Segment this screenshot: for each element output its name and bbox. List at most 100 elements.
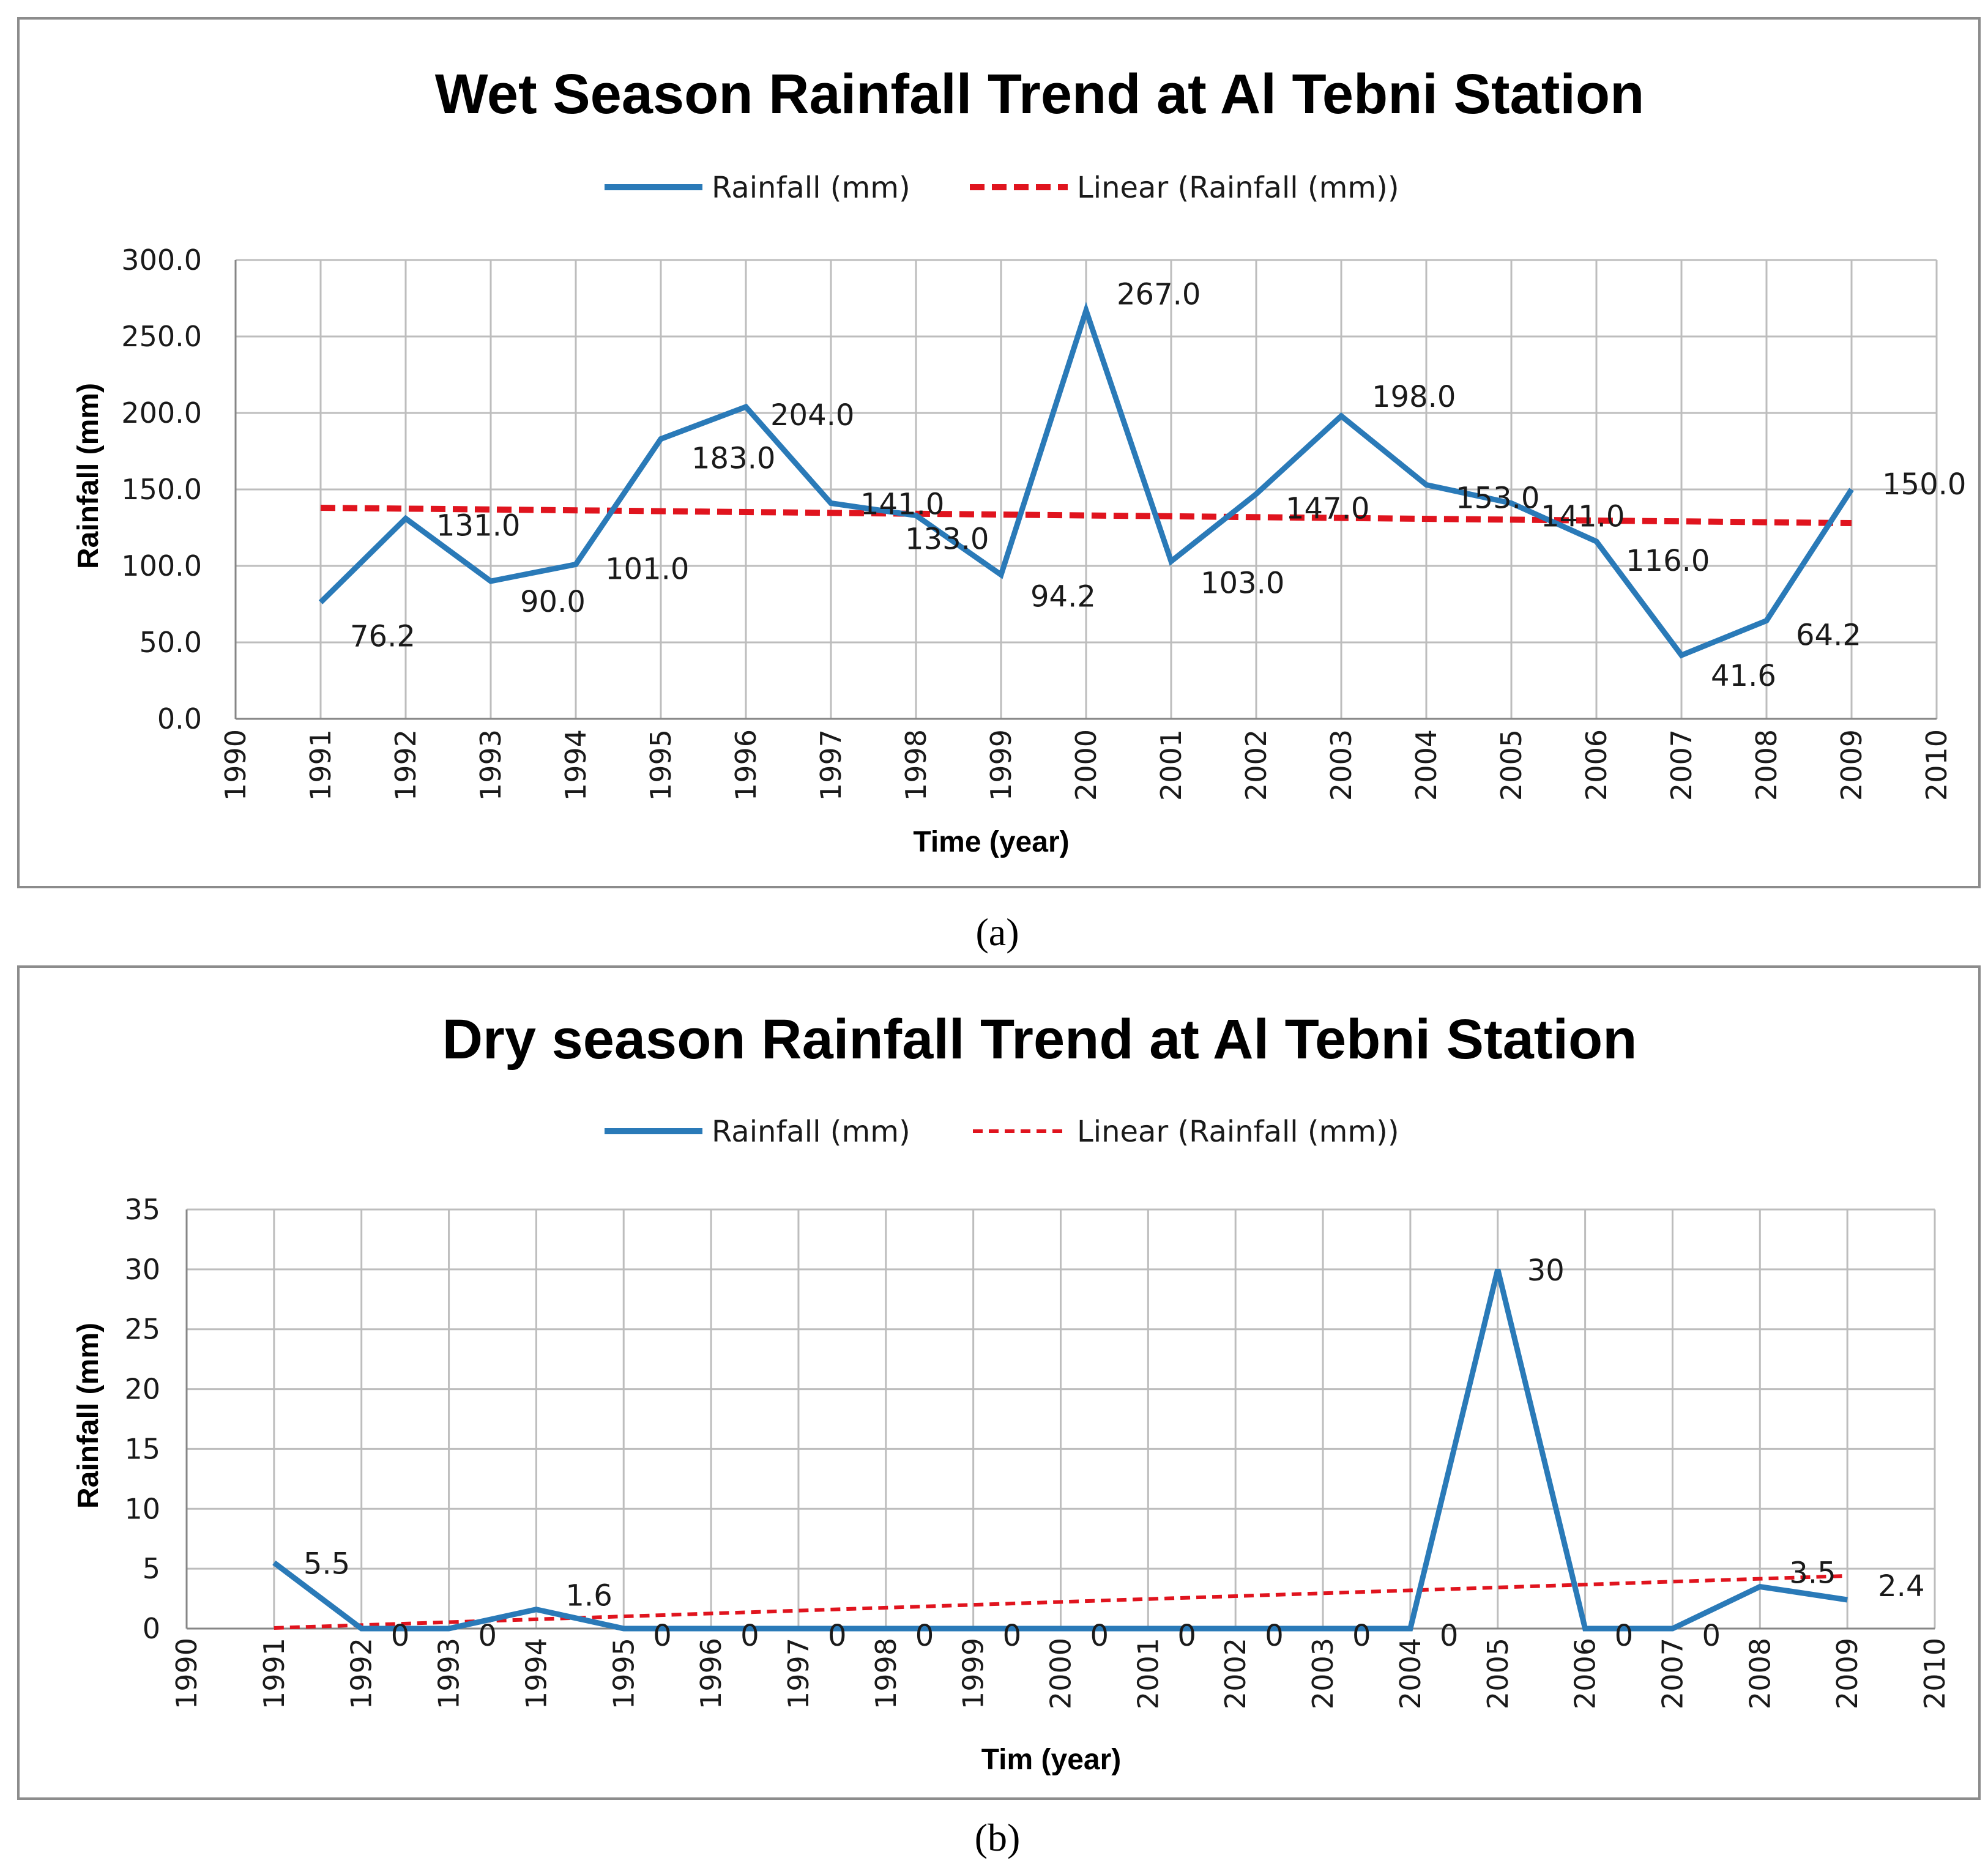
- dry-data-label-2009: 2.4: [1878, 1569, 1924, 1603]
- wet-x-tick-1997: 1997: [814, 729, 847, 801]
- dry-y-tick-2: 10: [124, 1492, 160, 1525]
- dry-data-label-2000: 0: [1090, 1619, 1109, 1653]
- wet-data-label-1991: 76.2: [350, 620, 415, 654]
- wet-legend: Rainfall (mm) Linear (Rainfall (mm)): [605, 171, 1399, 205]
- wet-data-label-1996: 204.0: [770, 398, 854, 433]
- dry-y-tick-1: 5: [143, 1552, 160, 1585]
- dry-x-tick-1993: 1993: [433, 1638, 466, 1709]
- dry-data-label-2004: 0: [1440, 1619, 1459, 1653]
- dry-y-tick-5: 25: [124, 1313, 160, 1346]
- dry-data-label-2007: 0: [1702, 1619, 1721, 1653]
- wet-x-tick-2001: 2001: [1155, 729, 1188, 801]
- dry-legend: Rainfall (mm) Linear (Rainfall (mm)): [605, 1115, 1399, 1149]
- wet-x-tick-2010: 2010: [1920, 729, 1953, 801]
- wet-x-tick-labels: 1990 1991 1992 1993 1994 1995 1996 1997 1998 1999…: [219, 729, 1953, 801]
- wet-y-tick-2: 100.0: [121, 549, 202, 582]
- dry-x-tick-2005: 2005: [1481, 1638, 1514, 1709]
- dry-x-tick-1996: 1996: [694, 1638, 728, 1709]
- dry-y-tick-7: 35: [124, 1193, 160, 1226]
- wet-y-tick-labels: 0.0 50.0 100.0 150.0 200.0 250.0 300.0: [121, 243, 202, 735]
- dry-chart-title: Dry season Rainfall Trend at Al Tebni St…: [442, 1008, 1637, 1071]
- wet-data-label-1999: 94.2: [1030, 580, 1096, 614]
- wet-data-label-1994: 101.0: [605, 552, 689, 587]
- dry-data-label-1998: 0: [915, 1619, 934, 1653]
- wet-x-tick-1995: 1995: [644, 729, 677, 801]
- wet-data-label-2000: 267.0: [1117, 278, 1201, 312]
- wet-x-tick-1994: 1994: [559, 729, 592, 801]
- dry-y-tick-6: 30: [124, 1253, 160, 1286]
- wet-data-label-2008: 64.2: [1796, 619, 1861, 653]
- wet-data-label-2007: 41.6: [1711, 659, 1776, 693]
- wet-grid: [234, 259, 1938, 720]
- dry-grid: [185, 1208, 1936, 1630]
- dry-rainfall-series: [272, 1268, 1848, 1632]
- dry-legend-rainfall-label: Rainfall (mm): [712, 1115, 910, 1149]
- dry-x-tick-1992: 1992: [345, 1638, 378, 1709]
- wet-y-tick-5: 250.0: [121, 320, 202, 353]
- wet-data-label-2002: 147.0: [1286, 492, 1369, 526]
- dry-x-tick-2004: 2004: [1394, 1638, 1427, 1709]
- dry-season-chart: Dry season Rainfall Trend at Al Tebni St…: [17, 965, 1981, 1800]
- wet-x-tick-1990: 1990: [219, 729, 252, 801]
- wet-x-tick-2006: 2006: [1580, 729, 1613, 801]
- dry-x-tick-2010: 2010: [1918, 1638, 1951, 1709]
- dry-data-label-2001: 0: [1177, 1619, 1196, 1653]
- wet-y-tick-1: 50.0: [140, 626, 202, 659]
- wet-y-tick-4: 200.0: [121, 396, 202, 429]
- dry-y-tick-4: 20: [124, 1373, 160, 1406]
- wet-data-labels: 76.2131.090.0101.0183.0204.0141.0133.094…: [350, 278, 1966, 694]
- dry-x-tick-1997: 1997: [782, 1638, 815, 1709]
- dry-data-label-1993: 0: [478, 1619, 497, 1653]
- wet-legend-rainfall-label: Rainfall (mm): [712, 171, 910, 205]
- wet-data-label-2001: 103.0: [1201, 567, 1284, 601]
- wet-legend-linear-label: Linear (Rainfall (mm)): [1077, 171, 1399, 205]
- wet-x-tick-1991: 1991: [304, 729, 337, 801]
- wet-x-axis-label: Time (year): [913, 826, 1069, 858]
- dry-linear-trend: [274, 1574, 1848, 1630]
- wet-data-label-1992: 131.0: [436, 509, 520, 543]
- wet-data-label-1995: 183.0: [691, 442, 775, 476]
- panel-label-a: (a): [975, 910, 1019, 954]
- dry-data-label-1994: 1.6: [565, 1579, 612, 1613]
- wet-x-tick-1993: 1993: [474, 729, 507, 801]
- wet-data-label-1997: 141.0: [860, 488, 944, 522]
- wet-x-tick-2002: 2002: [1240, 729, 1273, 801]
- dry-x-axis-label: Tim (year): [981, 1744, 1122, 1776]
- dry-x-tick-1991: 1991: [258, 1638, 291, 1709]
- dry-trend-line: [274, 1574, 1848, 1630]
- dry-x-tick-1994: 1994: [519, 1638, 553, 1709]
- wet-data-label-2005: 141.0: [1541, 500, 1625, 534]
- wet-season-chart: Wet Season Rainfall Trend at Al Tebni St…: [17, 17, 1981, 888]
- wet-x-tick-1999: 1999: [985, 729, 1018, 801]
- dry-x-tick-1990: 1990: [170, 1638, 203, 1709]
- wet-x-tick-2000: 2000: [1070, 729, 1103, 801]
- dry-data-label-1996: 0: [740, 1619, 759, 1653]
- dry-data-label-2002: 0: [1265, 1619, 1284, 1653]
- dry-x-tick-2000: 2000: [1044, 1638, 1078, 1709]
- wet-data-label-2009: 150.0: [1882, 467, 1966, 502]
- dry-data-label-1999: 0: [1003, 1619, 1022, 1653]
- panel-label-b: (b): [975, 1816, 1021, 1859]
- dry-data-label-1992: 0: [391, 1619, 410, 1653]
- dry-data-label-1991: 5.5: [303, 1547, 350, 1581]
- dry-x-tick-2003: 2003: [1306, 1638, 1339, 1709]
- wet-x-tick-1992: 1992: [389, 729, 422, 801]
- wet-y-axis-label: Rainfall (mm): [72, 383, 105, 569]
- dry-data-label-2005: 30: [1527, 1254, 1565, 1288]
- dry-data-label-2003: 0: [1352, 1619, 1371, 1653]
- dry-legend-linear-label: Linear (Rainfall (mm)): [1077, 1115, 1399, 1149]
- wet-data-label-1998: 133.0: [905, 522, 989, 557]
- dry-x-tick-1998: 1998: [869, 1638, 903, 1709]
- dry-data-label-2008: 3.5: [1789, 1556, 1836, 1591]
- dry-data-labels: 5.5 0 0 1.6 0 0 0 0 0 0 0 0 0 0 30 0 0 3.5 2.4: [303, 1254, 1925, 1653]
- dry-x-tick-1995: 1995: [607, 1638, 640, 1709]
- dry-x-tick-2001: 2001: [1131, 1638, 1164, 1709]
- dry-chart-frame: [17, 965, 1981, 1800]
- wet-rainfall-series: [318, 302, 1854, 659]
- dry-data-label-2006: 0: [1615, 1619, 1634, 1653]
- wet-chart-title: Wet Season Rainfall Trend at Al Tebni St…: [435, 63, 1645, 125]
- wet-x-tick-2008: 2008: [1750, 729, 1783, 801]
- dry-x-tick-2007: 2007: [1656, 1638, 1689, 1709]
- wet-data-label-1993: 90.0: [520, 585, 586, 619]
